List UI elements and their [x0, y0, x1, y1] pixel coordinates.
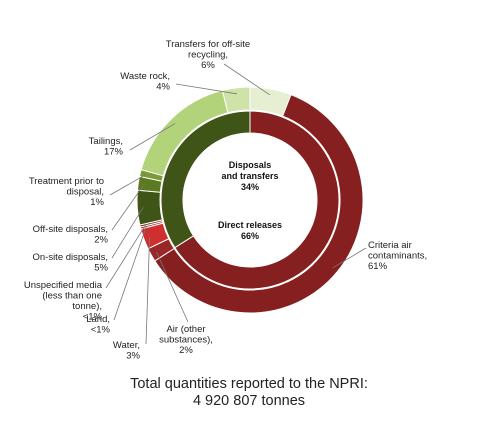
footer-total-title: Total quantities reported to the NPRI:: [130, 376, 368, 392]
leader-line-4: [113, 226, 147, 321]
outer-label-5: Unspecified media (less than one tonne), <1…: [24, 280, 103, 323]
leader-line-10: [175, 83, 237, 95]
outer-label-9: Tailings, 17%: [89, 136, 124, 158]
leader-line-6: [111, 207, 144, 259]
outer-label-8: Treatment prior to disposal, 1%: [29, 176, 105, 208]
leader-line-3: [145, 236, 150, 345]
outer-label-0: Transfers for off-site recycling, 6%: [166, 39, 250, 71]
outer-label-1: Criteria air contaminants, 61%: [368, 240, 427, 272]
outer-slice-6: [136, 189, 163, 226]
outer-ring: [136, 86, 364, 314]
inner-label-disposals: Disposals and transfers 34%: [221, 160, 278, 192]
leader-line-1: [332, 247, 367, 269]
leader-line-8: [109, 174, 147, 196]
leader-line-2: [156, 251, 189, 323]
outer-label-7: Off-site disposals, 2%: [33, 224, 109, 246]
leader-line-0: [223, 63, 270, 96]
outer-slice-10: [221, 86, 251, 114]
outer-label-4: Land, <1%: [86, 314, 110, 336]
outer-slice-1: [154, 94, 364, 314]
outer-label-6: On-site disposals, 5%: [32, 252, 108, 274]
inner-ring: [160, 110, 340, 290]
leader-line-7: [111, 183, 145, 231]
leader-lines: [105, 63, 367, 345]
leader-line-9: [129, 123, 176, 151]
leader-line-5: [105, 224, 147, 289]
slice-labels: Disposals and transfers 34% Direct releases…: [24, 39, 427, 362]
inner-slice-direct-releases: [174, 110, 340, 290]
footer-total-value: 4 920 807 tonnes: [192, 393, 306, 409]
outer-label-2: Air (other substances), 2%: [159, 324, 213, 356]
outer-label-3: Water, 3%: [113, 340, 141, 362]
outer-label-10: Waste rock, 4%: [120, 71, 170, 93]
inner-label-direct-releases: Direct releases 66%: [218, 220, 282, 241]
